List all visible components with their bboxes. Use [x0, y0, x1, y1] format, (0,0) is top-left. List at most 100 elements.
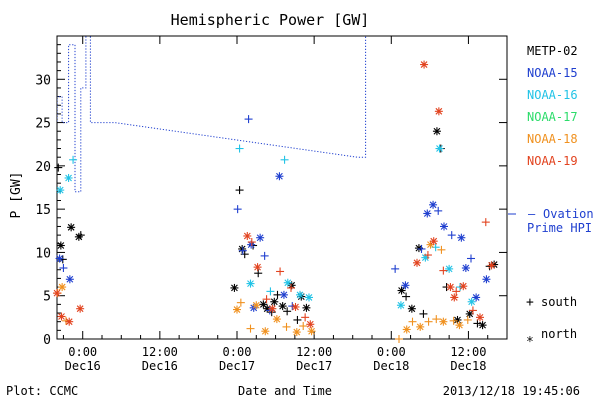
marker-stroke [296, 291, 304, 299]
y-tick-label: 0 [43, 333, 51, 348]
x-tick-time: 12:00 [142, 345, 178, 359]
north-marker [467, 297, 476, 306]
x-tick-date: Dec17 [219, 359, 255, 373]
marker-stroke [306, 320, 314, 328]
marker-stroke [415, 244, 423, 252]
north-marker [420, 60, 429, 69]
north-marker [476, 313, 484, 322]
marker-stroke [303, 304, 310, 312]
marker-stroke [58, 283, 66, 291]
south-marker [69, 155, 78, 164]
north-marker [307, 327, 316, 336]
marker-stroke [459, 282, 467, 290]
south-marker [59, 264, 68, 273]
north-marker [278, 302, 287, 311]
ovation-series [57, 36, 367, 193]
south-marker [481, 218, 490, 227]
north-marker [432, 127, 441, 136]
south-marker [424, 317, 433, 326]
north-marker [305, 293, 313, 302]
north-marker [478, 321, 487, 330]
north-marker [64, 173, 73, 182]
legend-entry: NOAA-18 [527, 132, 578, 146]
marker-stroke [273, 315, 281, 323]
north-marker [233, 305, 241, 314]
marker-stroke [284, 279, 292, 287]
south-marker [408, 317, 417, 326]
south-marker [452, 287, 461, 296]
south-marker [280, 155, 289, 164]
marker-stroke [270, 298, 278, 306]
north-marker [423, 209, 432, 218]
marker-stroke [454, 316, 461, 324]
y-tick-label: 25 [35, 117, 51, 132]
north-marker [65, 317, 74, 326]
north-marker [401, 281, 410, 290]
marker-stroke [421, 254, 429, 262]
north-marker [243, 231, 252, 240]
marker-stroke [397, 301, 405, 309]
x-tick-time: 0:00 [377, 345, 406, 359]
y-tick-label: 20 [35, 160, 51, 175]
legend-entry: NOAA-17 [527, 110, 578, 124]
north-marker [450, 293, 459, 302]
marker-stroke [413, 259, 421, 267]
north-marker [279, 290, 288, 299]
marker-stroke [408, 305, 416, 313]
north-marker [446, 283, 455, 292]
south-marker [244, 115, 253, 124]
marker-stroke [435, 107, 443, 115]
plot-credit: Plot: CCMC [6, 384, 78, 398]
south-marker [246, 324, 255, 333]
north-marker [268, 304, 277, 313]
marker-stroke [450, 294, 458, 301]
north-marker [457, 233, 466, 242]
x-tick-date: Dec18 [373, 359, 409, 373]
north-marker [459, 282, 468, 291]
north-marker [252, 301, 261, 310]
marker-stroke [436, 145, 443, 152]
north-marker [256, 233, 265, 242]
south-marker [293, 315, 302, 324]
south-marker [235, 144, 244, 153]
north-marker [67, 223, 76, 232]
marker-key-symbol: * [526, 335, 534, 350]
marker-stroke [423, 210, 431, 217]
south-marker [262, 295, 271, 304]
south-marker [283, 307, 292, 316]
north-marker [56, 241, 65, 250]
marker-stroke [305, 294, 313, 301]
south-marker [467, 254, 475, 263]
north-marker [55, 254, 64, 263]
chart-title: Hemispheric Power [GW] [171, 11, 370, 29]
south-marker [260, 251, 269, 260]
marker-stroke [247, 241, 255, 249]
north-marker [261, 327, 270, 336]
marker-stroke [402, 281, 409, 289]
marker-stroke [65, 174, 72, 182]
x-tick-time: 12:00 [296, 345, 332, 359]
marker-stroke [268, 305, 276, 313]
marker-stroke [58, 313, 65, 320]
south-marker [299, 322, 308, 331]
north-marker [296, 290, 304, 299]
south-marker [463, 315, 472, 324]
y-tick-label: 10 [35, 246, 51, 261]
marker-stroke [430, 237, 438, 245]
marker-key: + south * north [526, 295, 577, 350]
south-marker [247, 238, 256, 247]
north-marker [413, 258, 421, 267]
north-marker [429, 200, 438, 209]
y-axis: 0 5 10 15 20 25 30 [35, 44, 507, 348]
marker-stroke [261, 327, 269, 335]
x-axis: 0:00Dec1612:00Dec160:00Dec1712:00Dec170:… [62, 36, 508, 373]
south-marker [402, 292, 411, 301]
y-tick-label: 5 [43, 290, 51, 305]
ovation-legend-dash: – [528, 207, 536, 221]
north-marker [439, 317, 448, 326]
south-marker [240, 250, 249, 259]
north-marker [487, 261, 496, 270]
legend-entry: NOAA-15 [527, 66, 578, 80]
marker-stroke [292, 303, 299, 311]
marker-key-symbol: + [526, 295, 534, 310]
